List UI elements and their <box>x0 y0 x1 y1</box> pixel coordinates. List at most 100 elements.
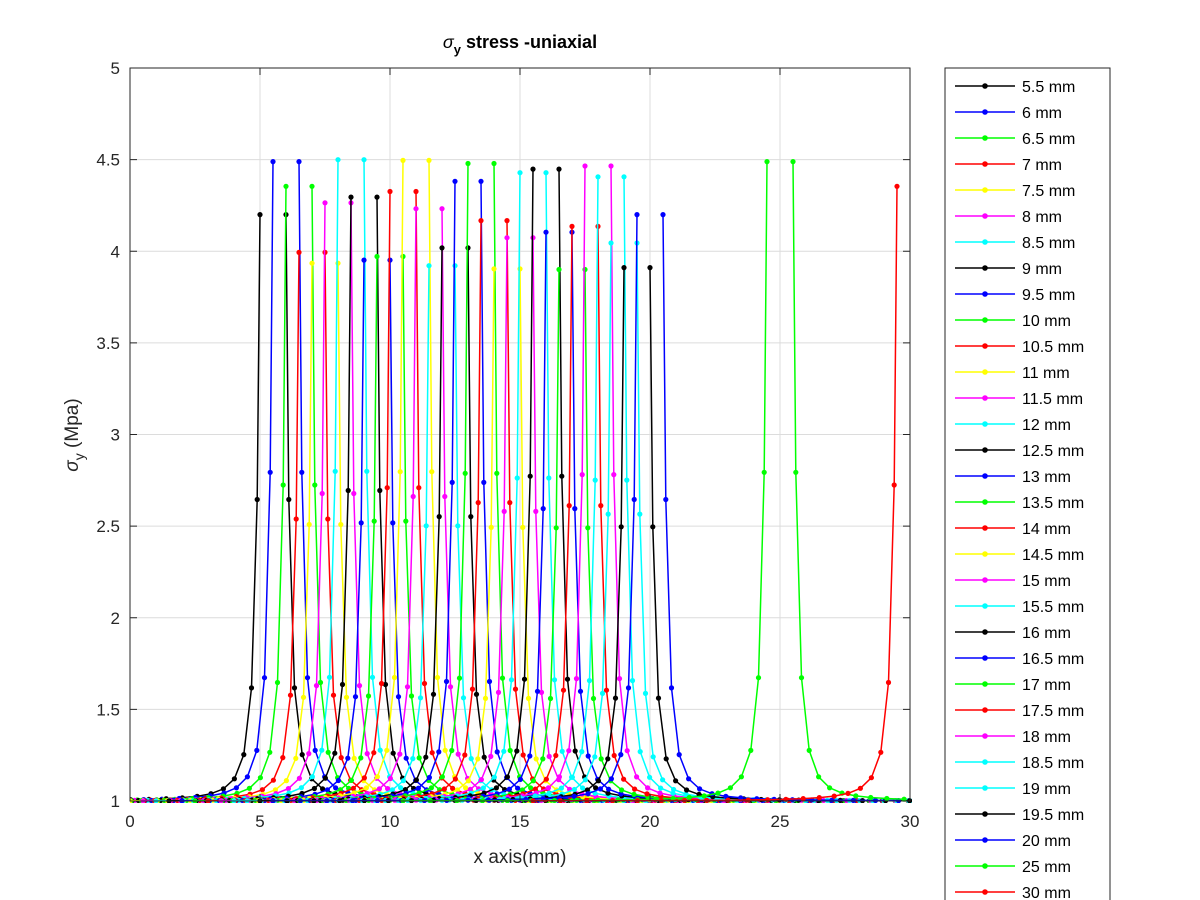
y-tick-label: 5 <box>111 59 120 78</box>
series-point <box>430 691 437 697</box>
series-point <box>608 240 614 246</box>
legend-label: 13 mm <box>1022 469 1071 486</box>
series-point <box>595 778 602 784</box>
series-point <box>608 776 615 782</box>
series-point <box>533 756 539 762</box>
series-point <box>658 785 664 791</box>
y-tick-label: 1 <box>111 792 120 811</box>
series-point <box>319 490 325 497</box>
series-point <box>332 468 338 474</box>
series-point <box>660 212 666 218</box>
legend-swatch-marker <box>982 863 988 869</box>
series-point <box>417 695 424 701</box>
series-point <box>582 266 588 273</box>
x-tick-label: 0 <box>125 812 134 831</box>
series-point <box>569 223 575 229</box>
series-point <box>423 754 429 760</box>
series-point <box>439 774 445 780</box>
series-point <box>313 683 320 689</box>
series-point <box>390 520 396 526</box>
series-point <box>501 748 507 754</box>
series-point <box>618 791 624 797</box>
series-point <box>312 747 318 754</box>
series-point <box>322 775 328 781</box>
series-point <box>441 786 447 792</box>
series-point <box>645 785 651 791</box>
series-point <box>429 750 435 756</box>
series-point <box>306 751 312 757</box>
series-point <box>345 487 351 494</box>
series-point <box>398 785 404 791</box>
legend-item: 8 mm <box>955 209 1062 226</box>
series-point <box>816 774 822 780</box>
series-point <box>460 695 467 701</box>
series-point <box>605 790 611 796</box>
series-point <box>455 523 461 529</box>
series-point <box>442 493 448 500</box>
series-point <box>244 774 250 780</box>
legend-item: 10 mm <box>955 313 1071 330</box>
series-point <box>475 500 481 506</box>
series-point <box>400 253 406 260</box>
series-point <box>299 752 305 758</box>
series-point <box>304 675 311 681</box>
y-tick-label: 2 <box>111 609 120 628</box>
series-point <box>878 749 884 755</box>
series-point <box>508 677 515 683</box>
series-point <box>326 674 333 680</box>
legend-item: 13.5 mm <box>955 495 1084 512</box>
series-point <box>312 482 318 488</box>
series-point <box>632 786 638 792</box>
series-point <box>868 775 875 781</box>
series-point <box>543 170 549 176</box>
series-point <box>504 218 510 224</box>
series-point <box>673 778 679 784</box>
series-point <box>533 508 539 514</box>
series-point <box>501 508 507 514</box>
legend-label: 15 mm <box>1022 573 1071 590</box>
series-point <box>248 685 255 691</box>
series-point <box>671 786 677 793</box>
series-point <box>519 787 526 793</box>
series-point <box>663 756 669 762</box>
series-point <box>298 785 304 791</box>
series-point <box>499 675 506 681</box>
legend-swatch-marker <box>982 161 988 167</box>
series-point <box>543 229 549 235</box>
series-point <box>343 694 350 700</box>
legend-item: 16 mm <box>955 625 1071 642</box>
series-point <box>625 685 632 691</box>
series-point <box>556 266 562 273</box>
series-point <box>363 785 369 791</box>
series-point <box>478 218 484 224</box>
series-point <box>480 785 486 791</box>
title-subscript: y <box>454 42 462 57</box>
series-point <box>569 774 576 780</box>
series-point <box>530 778 537 784</box>
series-point <box>491 266 497 272</box>
series-point <box>532 786 539 792</box>
series-point <box>573 676 580 682</box>
series-point <box>309 183 315 189</box>
series-point <box>612 695 619 701</box>
series-point <box>486 678 493 685</box>
series-point <box>455 751 461 757</box>
legend-label: 16 mm <box>1022 625 1071 642</box>
series-point <box>254 496 260 503</box>
series-point <box>528 785 534 791</box>
series-point <box>439 206 445 212</box>
series-point <box>361 157 367 163</box>
series-point <box>829 797 835 803</box>
series-point <box>507 500 513 506</box>
series-point <box>469 686 476 692</box>
series-point <box>259 787 265 793</box>
legend-item: 25 mm <box>955 859 1071 876</box>
legend-label: 16.5 mm <box>1022 651 1084 668</box>
series-point <box>520 524 526 531</box>
series-point <box>338 521 344 528</box>
series-point <box>456 675 463 681</box>
series-point <box>293 755 299 762</box>
series-point <box>800 796 806 802</box>
series-point <box>267 469 273 475</box>
series-point <box>676 752 682 758</box>
